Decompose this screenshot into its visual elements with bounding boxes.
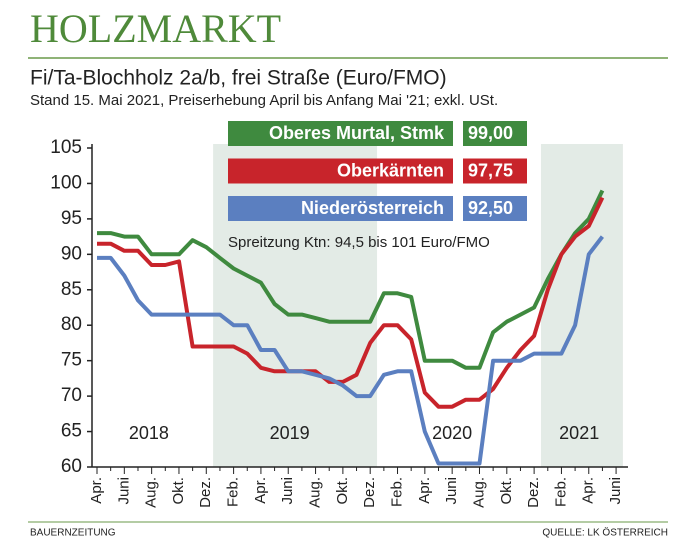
- y-tick-label: 65: [61, 421, 82, 442]
- legend-swatch: [228, 158, 453, 184]
- x-tick-label: Feb.: [225, 477, 242, 507]
- legend-label: Oberes Murtal, Stmk: [269, 123, 445, 143]
- x-tick-label: Juni: [279, 477, 296, 505]
- x-tick-label: Feb.: [552, 477, 569, 507]
- legend-value: 92,50: [468, 198, 513, 218]
- x-tick-label: Juni: [607, 477, 624, 505]
- y-tick-label: 70: [61, 385, 82, 406]
- x-tick-label: Juni: [115, 477, 132, 505]
- x-tick-label: Apr.: [416, 477, 433, 504]
- y-tick-label: 60: [61, 456, 82, 477]
- year-band: [540, 144, 623, 467]
- x-tick-label: Aug.: [143, 477, 160, 508]
- x-tick-label: Dez.: [525, 477, 542, 508]
- legend-label: Oberkärnten: [337, 160, 444, 180]
- year-band: [213, 144, 378, 467]
- year-label: 2021: [559, 423, 599, 443]
- chart-subtitle: Stand 15. Mai 2021, Preiserhebung April …: [30, 92, 498, 109]
- x-tick-label: Okt.: [170, 477, 187, 505]
- y-tick-label: 90: [61, 243, 82, 264]
- y-tick-label: 80: [61, 314, 82, 335]
- x-tick-label: Aug.: [307, 477, 324, 508]
- year-label: 2018: [129, 423, 169, 443]
- legend-value: 99,00: [468, 123, 513, 143]
- series-line: [97, 196, 605, 409]
- legend-swatch: [228, 196, 453, 221]
- legend-label: Niederösterreich: [301, 198, 444, 218]
- x-tick-label: Okt.: [334, 477, 351, 505]
- y-tick-label: 75: [61, 350, 82, 371]
- x-tick-label: Apr.: [580, 477, 597, 504]
- y-tick-label: 105: [50, 137, 82, 158]
- x-tick-label: Dez.: [197, 477, 214, 508]
- footer-right: QUELLE: LK ÖSTERREICH: [542, 527, 668, 539]
- y-tick-label: 100: [50, 172, 82, 193]
- legend-value: 97,75: [468, 160, 513, 180]
- x-tick-label: Okt.: [498, 477, 515, 505]
- x-tick-label: Aug.: [470, 477, 487, 508]
- page-title: HOLZMARKT: [30, 6, 281, 51]
- y-tick-label: 85: [61, 279, 82, 300]
- year-label: 2020: [432, 423, 472, 443]
- series-line: [97, 235, 604, 466]
- footer-left: BAUERNZEITUNG: [30, 528, 116, 539]
- series-line: [97, 189, 605, 370]
- legend-value-box: [463, 121, 527, 146]
- legend-value-box: [463, 196, 527, 221]
- annotation: Spreitzung Ktn: 94,5 bis 101 Euro/FMO: [228, 234, 490, 251]
- x-tick-label: Feb.: [388, 477, 405, 507]
- x-tick-label: Juni: [443, 477, 460, 505]
- year-label: 2019: [270, 423, 310, 443]
- x-tick-label: Dez.: [361, 477, 378, 508]
- legend-value-box: [463, 158, 527, 184]
- x-tick-label: Apr.: [88, 477, 105, 504]
- chart-title: Fi/Ta-Blochholz 2a/b, frei Straße (Euro/…: [30, 67, 447, 90]
- x-tick-label: Apr.: [252, 477, 269, 504]
- y-tick-label: 95: [61, 208, 82, 229]
- legend-swatch: [228, 121, 453, 146]
